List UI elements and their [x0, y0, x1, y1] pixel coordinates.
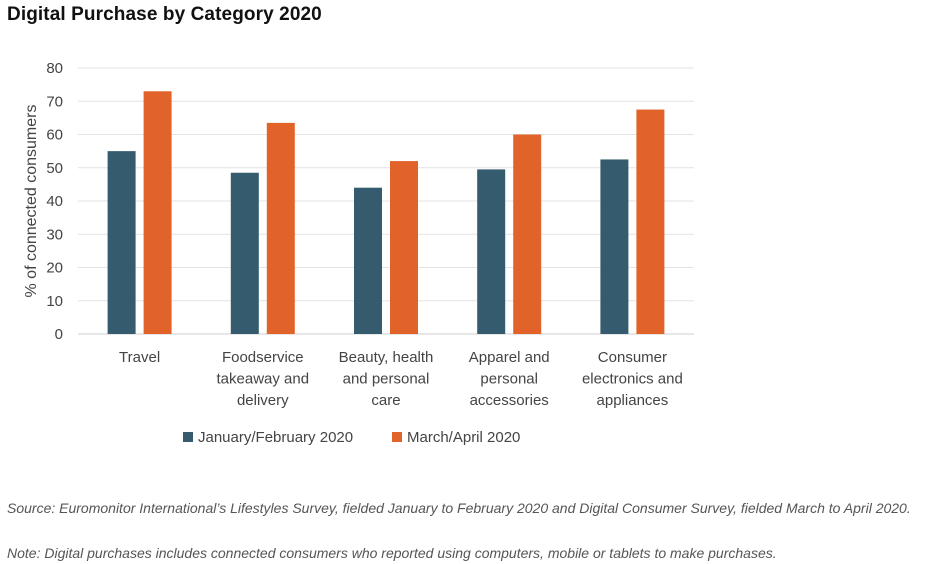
category-labels: Travel Foodservice takeaway and delivery Bea…: [119, 349, 683, 409]
y-tick-label: 10: [46, 293, 63, 310]
category-label: appliances: [597, 392, 669, 409]
category-label: delivery: [237, 392, 289, 409]
y-axis-label: % of connected consumers: [23, 105, 40, 298]
bar: [143, 91, 172, 335]
gridlines: [78, 67, 694, 335]
bar: [354, 187, 382, 334]
y-tick-label: 40: [46, 193, 63, 210]
bar: [230, 172, 259, 334]
legend-swatch: [183, 432, 193, 442]
category-label: Beauty, health: [339, 349, 434, 366]
definition-note: Note: Digital purchases includes connect…: [7, 545, 777, 561]
bar: [477, 169, 506, 334]
y-tick-label: 30: [46, 226, 63, 243]
chart-title: Digital Purchase by Category 2020: [7, 4, 322, 25]
category-label: takeaway and: [217, 371, 310, 388]
legend-label: January/February 2020: [198, 429, 353, 446]
category-label: electronics and: [582, 371, 683, 388]
legend: January/February 2020 March/April 2020: [183, 429, 520, 446]
category-label: accessories: [470, 392, 549, 409]
y-tick-label: 50: [46, 160, 63, 177]
source-note: Source: Euromonitor International’s Life…: [7, 500, 911, 516]
y-tick-label: 80: [46, 60, 63, 77]
bar: [636, 109, 665, 334]
y-axis-ticks: 0 10 20 30 40 50 60 70 80: [46, 60, 63, 343]
bar: [266, 122, 295, 334]
legend-swatch: [392, 432, 402, 442]
y-tick-label: 60: [46, 127, 63, 144]
category-label: care: [371, 392, 400, 409]
bar: [600, 159, 629, 334]
category-label: Foodservice: [222, 349, 304, 366]
legend-label: March/April 2020: [407, 429, 520, 446]
category-label: and personal: [343, 371, 430, 388]
y-tick-label: 20: [46, 260, 63, 277]
category-label: Apparel and: [469, 349, 550, 366]
category-label: Travel: [119, 349, 160, 366]
bars: [107, 91, 665, 335]
bar: [390, 161, 418, 334]
y-tick-label: 70: [46, 93, 63, 110]
bar-chart: 0 10 20 30 40 50 60 70 80 % of connected consume…: [23, 60, 694, 446]
bar: [107, 151, 136, 334]
y-tick-label: 0: [55, 326, 63, 343]
category-label: personal: [480, 371, 538, 388]
bar: [513, 134, 542, 334]
category-label: Consumer: [598, 349, 667, 366]
